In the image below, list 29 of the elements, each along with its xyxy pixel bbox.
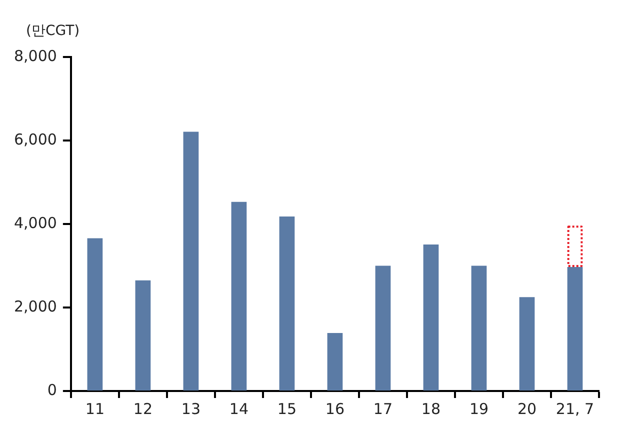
x-tick-label: 19 [469, 400, 489, 418]
x-tick-label: 17 [373, 400, 393, 418]
x-tick-label: 11 [85, 400, 104, 418]
y-tick-label: 0 [47, 380, 57, 399]
bar [87, 238, 103, 390]
bar [471, 266, 487, 390]
x-tick-label: 14 [229, 400, 249, 418]
x-tick-label: 20 [517, 400, 537, 418]
y-tick-label: 6,000 [14, 130, 57, 148]
x-tick-label: 21, 7 [556, 400, 594, 418]
bar [327, 332, 343, 390]
bar [567, 226, 583, 268]
bar [375, 266, 391, 390]
bar [519, 297, 535, 390]
bar [423, 244, 439, 390]
x-tick-label: 12 [133, 400, 152, 418]
x-tick-label: 15 [277, 400, 297, 418]
x-tick-label: 13 [181, 400, 200, 418]
bar [279, 216, 295, 390]
x-tick-label: 16 [325, 400, 345, 418]
x-tick-label: 18 [421, 400, 441, 418]
bar [567, 267, 583, 390]
y-tick-label: 2,000 [14, 297, 57, 316]
bar [183, 132, 199, 390]
bar [135, 280, 151, 390]
bar [231, 202, 247, 390]
y-tick-label: 4,000 [14, 214, 57, 232]
y-tick-label: 8,000 [14, 46, 57, 65]
y-axis-title: (만CGT) [26, 22, 80, 40]
